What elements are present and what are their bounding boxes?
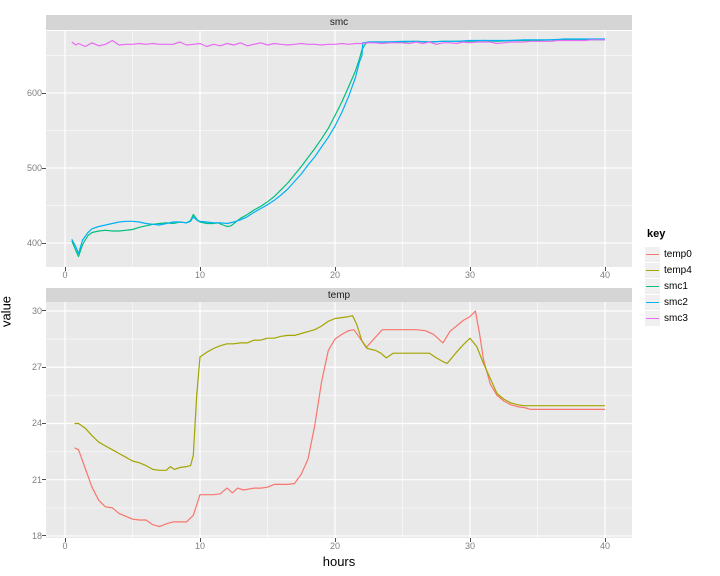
y-axis-tick-label: 21 <box>31 474 42 485</box>
temp-plot-area <box>46 302 632 538</box>
y-axis-tick-label: 400 <box>26 238 42 248</box>
x-axis-tick-label: 40 <box>599 541 610 551</box>
x-axis-tick-mark <box>334 267 336 271</box>
smc-plot-area <box>46 31 632 267</box>
legend-entry-label: smc2 <box>664 296 688 308</box>
y-axis-tick-label: 27 <box>31 362 42 373</box>
legend-key-swatch <box>645 262 660 278</box>
x-axis-tick-mark <box>469 267 471 271</box>
y-axis-tick-label: 18 <box>31 530 42 541</box>
y-axis-tick-mark <box>42 535 46 537</box>
x-axis-tick-label: 40 <box>599 270 610 280</box>
x-axis-tick-label: 30 <box>464 270 475 280</box>
legend-key-swatch <box>645 246 660 262</box>
facet-strip-smc: smc <box>46 15 632 30</box>
legend-entry-label: temp4 <box>664 264 692 276</box>
x-axis-tick-label: 30 <box>464 541 475 551</box>
x-axis-tick-mark <box>64 267 66 271</box>
legend-entry-label: smc1 <box>664 280 688 292</box>
legend-key-swatch <box>645 278 660 294</box>
legend-entries: temp0 temp4 smc1 smc2 smc3 <box>645 246 719 326</box>
legend-key-swatch <box>645 294 660 310</box>
x-axis-title: hours <box>322 554 356 569</box>
legend-key-line <box>646 301 659 303</box>
y-axis-tick-label: 30 <box>31 305 42 316</box>
y-axis-tick-mark <box>42 310 46 312</box>
y-axis-tick-mark <box>42 242 46 244</box>
panel-smc <box>46 31 632 267</box>
legend-key-line <box>646 269 659 271</box>
x-axis-tick-label: 10 <box>195 541 206 551</box>
legend-key-line <box>646 317 659 319</box>
x-axis-tick-label: 20 <box>330 541 341 551</box>
x-axis-tick-label: 0 <box>62 541 68 551</box>
legend-key-line <box>646 285 659 287</box>
x-axis-tick-label: 10 <box>195 270 206 280</box>
y-axis-tick-mark <box>42 167 46 169</box>
y-axis-tick-label: 500 <box>26 163 42 173</box>
legend-entry-label: temp0 <box>664 248 692 260</box>
legend-title: key <box>647 228 666 240</box>
x-axis-tick-mark <box>64 538 66 542</box>
x-axis-tick-mark <box>334 538 336 542</box>
y-axis-tick-label: 24 <box>31 418 42 429</box>
legend-entry-smc2: smc2 <box>645 294 719 310</box>
panel-temp <box>46 302 632 538</box>
y-axis-tick-mark <box>42 422 46 424</box>
y-axis-tick-mark <box>42 92 46 94</box>
legend-entry-temp4: temp4 <box>645 262 719 278</box>
series-line-smc2 <box>71 38 605 255</box>
series-line-temp4 <box>74 315 605 471</box>
facet-strip-temp: temp <box>46 288 632 303</box>
x-axis-tick-mark <box>199 538 201 542</box>
x-axis-tick-mark <box>604 267 606 271</box>
legend-key-swatch <box>645 310 660 326</box>
legend-entry-label: smc3 <box>664 312 688 324</box>
legend-entry-smc1: smc1 <box>645 278 719 294</box>
legend-entry-temp0: temp0 <box>645 246 719 262</box>
y-axis-tick-mark <box>42 479 46 481</box>
x-axis-tick-mark <box>604 538 606 542</box>
y-axis-tick-mark <box>42 366 46 368</box>
legend-entry-smc3: smc3 <box>645 310 719 326</box>
x-axis-tick-label: 20 <box>330 270 341 280</box>
x-axis-tick-mark <box>199 267 201 271</box>
x-axis-tick-label: 0 <box>62 270 68 280</box>
facet-strip-smc-label: smc <box>329 17 349 28</box>
y-axis-tick-label: 600 <box>26 88 42 99</box>
series-line-smc3 <box>71 39 605 48</box>
legend: key temp0 temp4 smc1 smc2 smc3 <box>645 228 719 326</box>
facet-strip-temp-label: temp <box>327 290 351 301</box>
series-line-temp0 <box>74 310 605 528</box>
x-axis-tick-mark <box>469 538 471 542</box>
legend-key-line <box>646 253 659 255</box>
